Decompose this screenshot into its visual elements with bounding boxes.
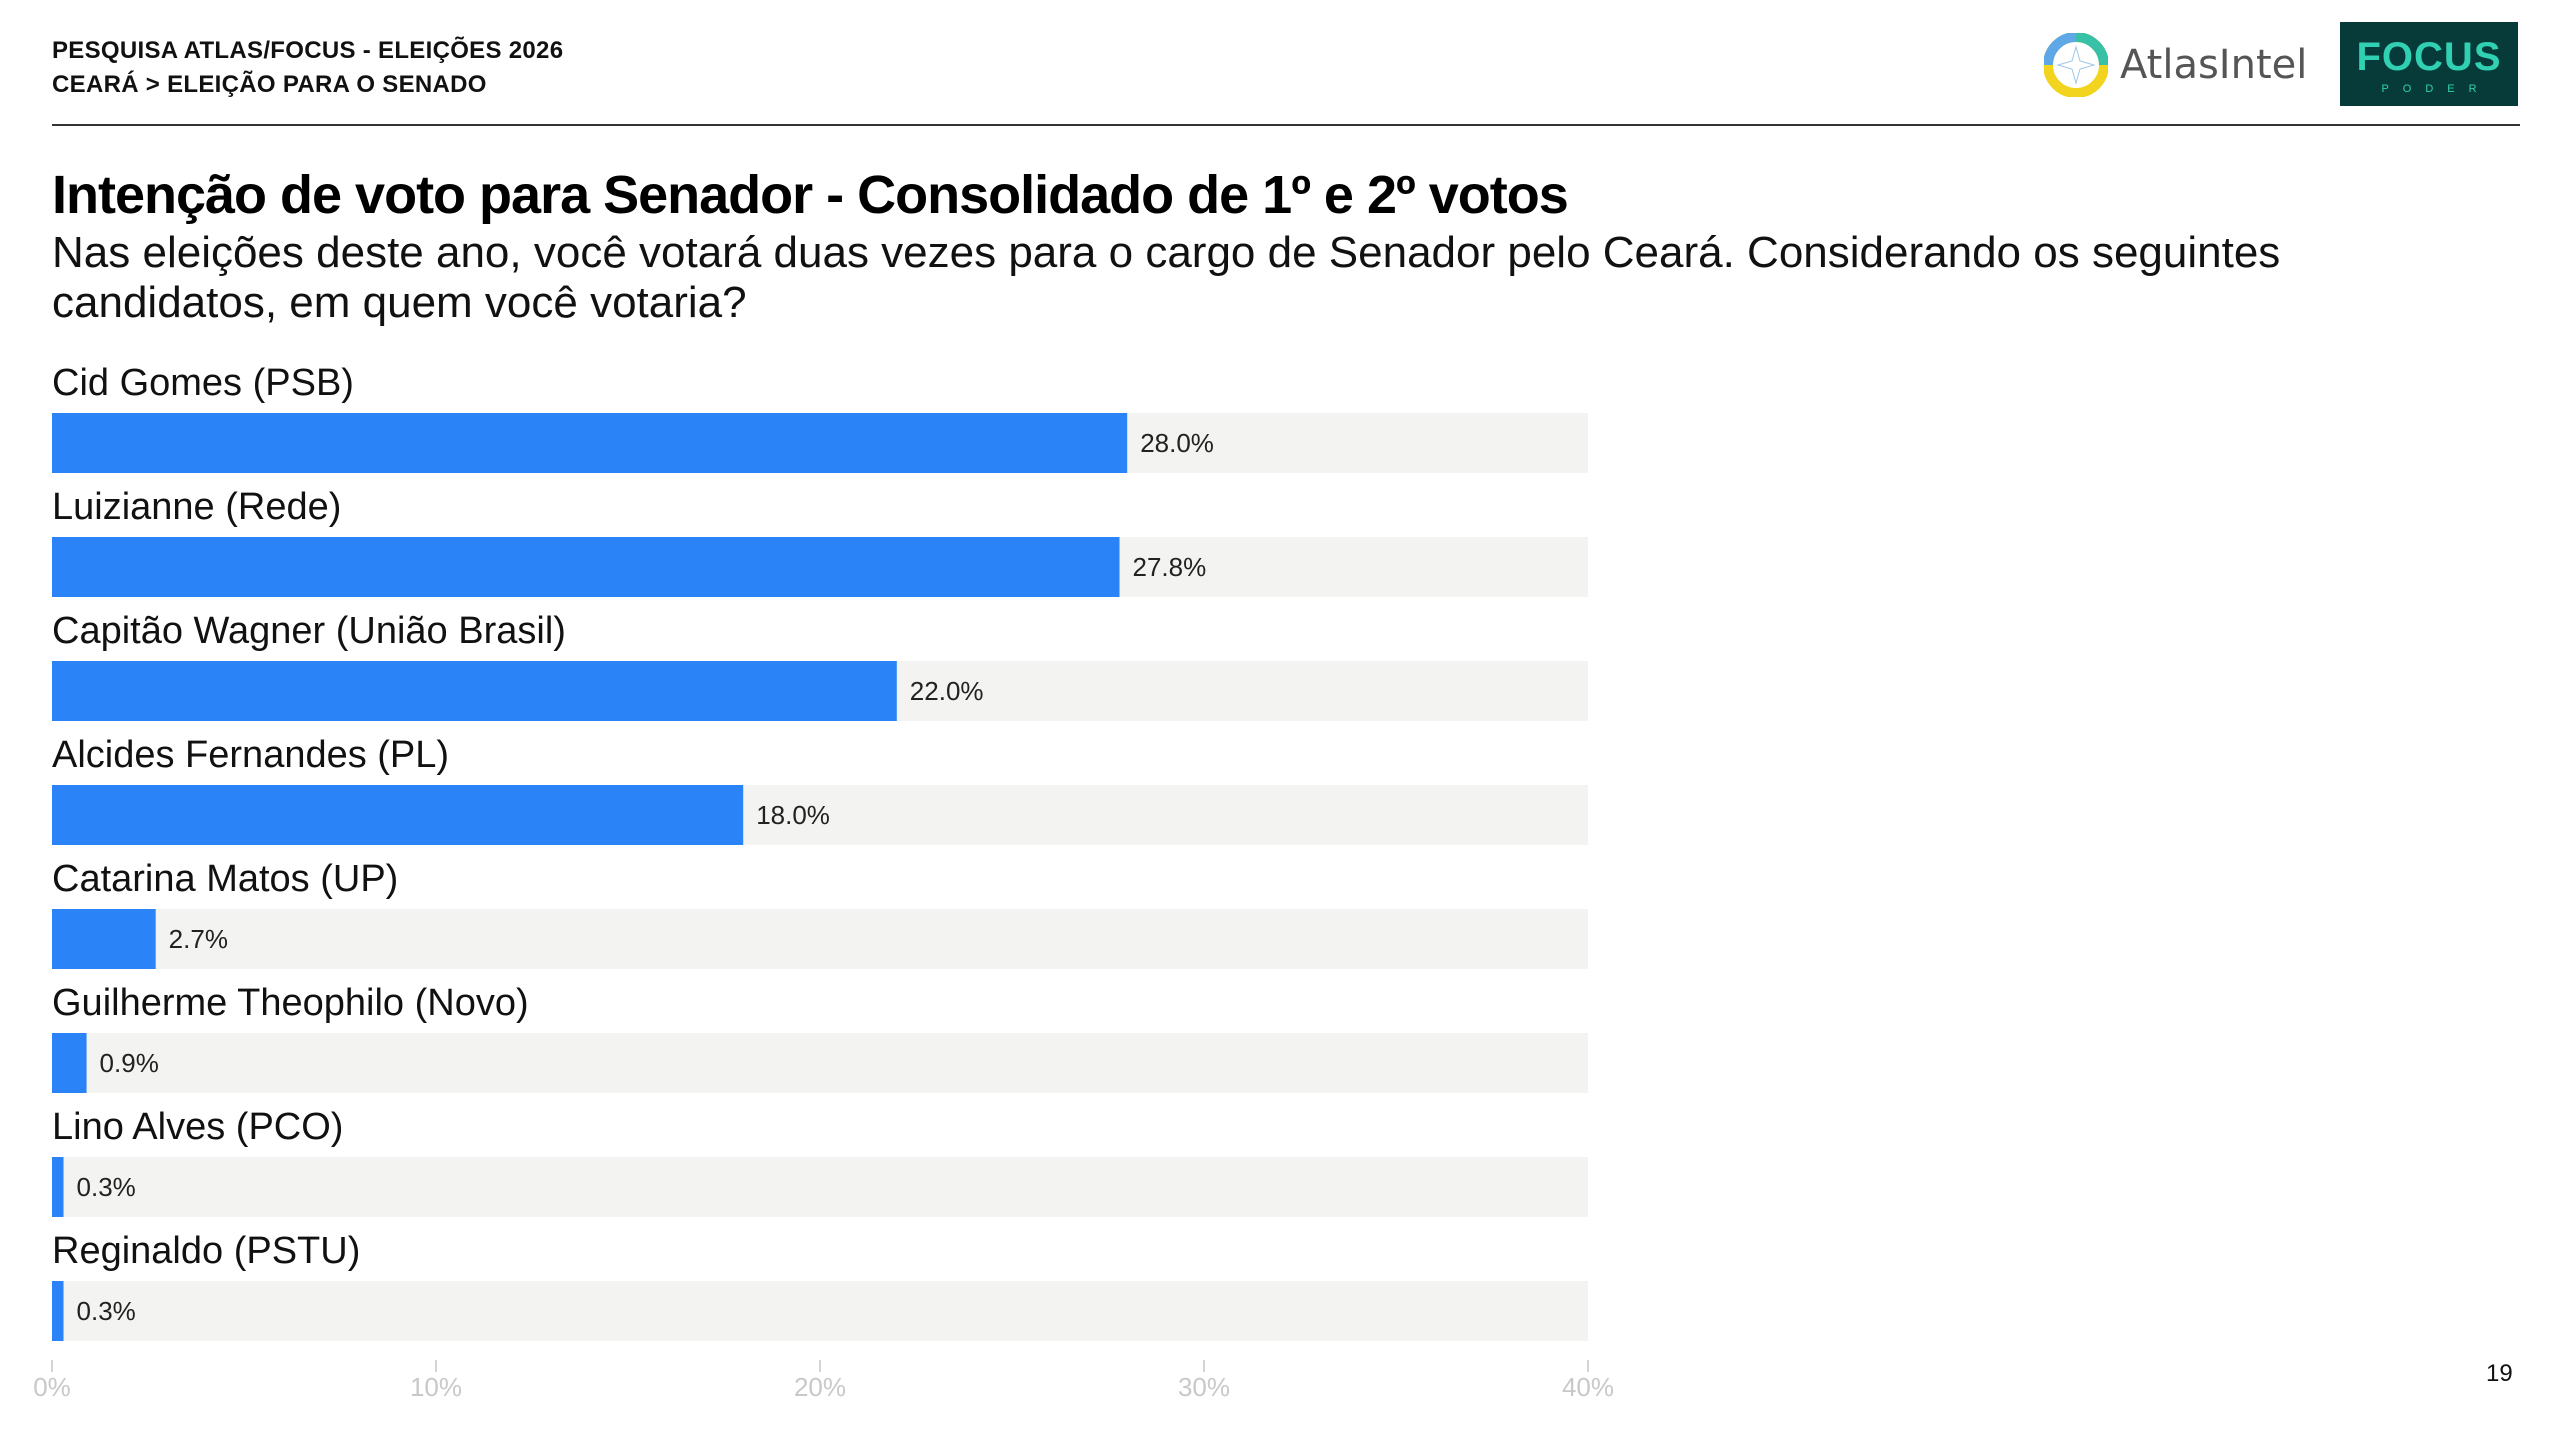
data-label: 18.0% [756,800,830,830]
data-label: 2.7% [169,924,228,954]
bar-track [52,1033,1588,1093]
data-label: 27.8% [1133,552,1207,582]
bar [52,1157,64,1217]
header-divider [52,124,2520,126]
category-label: Alcides Fernandes (PL) [52,734,449,776]
bar-track [52,1157,1588,1217]
bar [52,661,897,721]
poder-logo-text: PODER [2381,83,2491,95]
chart-subtitle: Nas eleições deste ano, você votará duas… [52,228,2281,327]
category-label: Reginaldo (PSTU) [52,1230,360,1272]
header-breadcrumb: CEARÁ > ELEIÇÃO PARA O SENADO [52,71,487,98]
atlas-logo-icon [2044,33,2108,97]
data-label: 0.3% [77,1296,136,1326]
bar [52,1281,64,1341]
category-label: Cid Gomes (PSB) [52,362,354,404]
category-label: Luizianne (Rede) [52,486,341,528]
bar-track [52,909,1588,969]
data-label: 0.9% [100,1048,159,1078]
bar-track [52,1281,1588,1341]
chart-title: Intenção de voto para Senador - Consolid… [52,165,1569,225]
bar [52,1033,87,1093]
bar [52,785,744,845]
x-tick-label: 20% [794,1372,846,1402]
focus-logo-text: FOCUS [2356,35,2502,79]
data-label: 0.3% [77,1172,136,1202]
x-tick-label: 0% [33,1372,71,1402]
x-tick-label: 10% [410,1372,462,1402]
data-label: 22.0% [910,676,984,706]
atlas-logo-text: AtlasIntel [2120,42,2308,88]
x-tick-label: 30% [1178,1372,1230,1402]
category-label: Lino Alves (PCO) [52,1106,343,1148]
bar [52,909,156,969]
category-label: Catarina Matos (UP) [52,858,398,900]
x-tick-label: 40% [1562,1372,1614,1402]
atlasintel-logo: AtlasIntel [2044,30,2307,100]
page-number: 19 [2486,1360,2513,1387]
data-label: 28.0% [1140,428,1214,458]
bar [52,413,1128,473]
category-label: Capitão Wagner (União Brasil) [52,610,566,652]
bar [52,537,1120,597]
focus-poder-logo: FOCUS PODER [2340,22,2518,106]
report-header: PESQUISA ATLAS/FOCUS - ELEIÇÕES 2026 CEA… [52,34,563,102]
header-survey-title: PESQUISA ATLAS/FOCUS - ELEIÇÕES 2026 [52,37,564,64]
category-label: Guilherme Theophilo (Novo) [52,982,529,1024]
